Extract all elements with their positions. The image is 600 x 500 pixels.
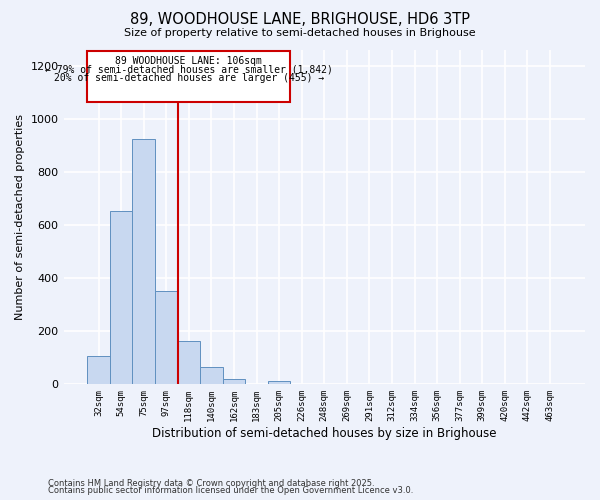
Bar (223, 379, 245, 384)
Bar (200, 367, 223, 384)
Text: 89, WOODHOUSE LANE, BRIGHOUSE, HD6 3TP: 89, WOODHOUSE LANE, BRIGHOUSE, HD6 3TP (130, 12, 470, 28)
Text: ← 79% of semi-detached houses are smaller (1,842): ← 79% of semi-detached houses are smalle… (45, 64, 333, 74)
Text: Contains public sector information licensed under the Open Government Licence v3: Contains public sector information licen… (48, 486, 413, 495)
Text: Size of property relative to semi-detached houses in Brighouse: Size of property relative to semi-detach… (124, 28, 476, 38)
Y-axis label: Number of semi-detached properties: Number of semi-detached properties (15, 114, 25, 320)
Bar (87, 356, 110, 384)
Bar (110, 210, 133, 384)
Bar (87, 52, 290, 102)
Text: 89 WOODHOUSE LANE: 106sqm: 89 WOODHOUSE LANE: 106sqm (115, 56, 262, 66)
Text: Contains HM Land Registry data © Crown copyright and database right 2025.: Contains HM Land Registry data © Crown c… (48, 478, 374, 488)
Text: 20% of semi-detached houses are larger (455) →: 20% of semi-detached houses are larger (… (54, 72, 324, 83)
Bar (178, 340, 200, 384)
Bar (133, 139, 155, 384)
Bar (155, 292, 178, 384)
X-axis label: Distribution of semi-detached houses by size in Brighouse: Distribution of semi-detached houses by … (152, 427, 497, 440)
Bar (268, 381, 290, 384)
